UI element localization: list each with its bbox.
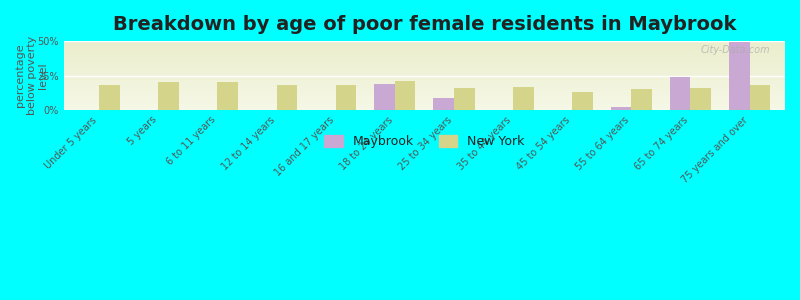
Bar bbox=[64, 83, 785, 84]
Bar bbox=[64, 82, 785, 83]
Bar bbox=[64, 99, 785, 100]
Bar bbox=[64, 85, 785, 86]
Bar bbox=[64, 72, 785, 73]
Bar bbox=[64, 59, 785, 60]
Bar bbox=[64, 43, 785, 44]
Bar bbox=[670, 77, 690, 110]
Bar bbox=[64, 57, 785, 58]
Bar bbox=[64, 51, 785, 52]
Bar bbox=[64, 70, 785, 71]
Bar bbox=[572, 92, 593, 110]
Bar bbox=[64, 96, 785, 97]
Bar bbox=[64, 52, 785, 53]
Legend: Maybrook, New York: Maybrook, New York bbox=[319, 130, 530, 153]
Bar bbox=[64, 58, 785, 59]
Bar bbox=[64, 104, 785, 105]
Bar bbox=[64, 92, 785, 93]
Bar bbox=[99, 85, 120, 110]
Title: Breakdown by age of poor female residents in Maybrook: Breakdown by age of poor female resident… bbox=[113, 15, 736, 34]
Bar bbox=[64, 91, 785, 92]
Bar bbox=[64, 47, 785, 48]
Bar bbox=[64, 95, 785, 96]
Bar bbox=[64, 77, 785, 78]
Bar bbox=[64, 61, 785, 62]
Bar bbox=[64, 74, 785, 75]
Bar bbox=[394, 81, 415, 110]
Bar bbox=[64, 63, 785, 64]
Bar bbox=[690, 88, 711, 110]
Bar bbox=[64, 102, 785, 103]
Bar bbox=[64, 75, 785, 76]
Bar bbox=[64, 86, 785, 87]
Bar bbox=[64, 66, 785, 67]
Bar bbox=[64, 109, 785, 110]
Bar bbox=[277, 85, 297, 110]
Bar bbox=[454, 88, 474, 110]
Bar bbox=[64, 56, 785, 57]
Bar bbox=[64, 41, 785, 42]
Bar bbox=[64, 45, 785, 46]
Bar bbox=[64, 87, 785, 88]
Bar bbox=[64, 82, 785, 83]
Bar bbox=[218, 82, 238, 110]
Bar bbox=[64, 62, 785, 63]
Bar bbox=[433, 98, 454, 110]
Bar bbox=[64, 68, 785, 69]
Bar bbox=[64, 69, 785, 70]
Bar bbox=[64, 93, 785, 94]
Bar bbox=[64, 53, 785, 54]
Bar bbox=[64, 80, 785, 81]
Bar bbox=[64, 71, 785, 72]
Bar bbox=[336, 85, 356, 110]
Bar bbox=[64, 79, 785, 80]
Bar bbox=[64, 50, 785, 51]
Bar bbox=[64, 67, 785, 68]
Bar bbox=[64, 101, 785, 102]
Bar bbox=[64, 107, 785, 108]
Bar bbox=[64, 54, 785, 55]
Bar bbox=[64, 48, 785, 49]
Bar bbox=[64, 76, 785, 77]
Bar bbox=[64, 90, 785, 91]
Bar bbox=[513, 86, 534, 110]
Bar bbox=[64, 89, 785, 90]
Text: City-Data.com: City-Data.com bbox=[701, 45, 770, 55]
Bar bbox=[64, 98, 785, 99]
Bar bbox=[64, 108, 785, 109]
Bar bbox=[374, 84, 394, 110]
Bar bbox=[64, 64, 785, 65]
Bar bbox=[64, 46, 785, 47]
Bar bbox=[64, 81, 785, 82]
Bar bbox=[64, 55, 785, 56]
Bar bbox=[750, 85, 770, 110]
Bar bbox=[64, 44, 785, 45]
Bar bbox=[64, 42, 785, 43]
Bar bbox=[631, 89, 652, 110]
Bar bbox=[64, 88, 785, 89]
Bar bbox=[64, 60, 785, 61]
Bar bbox=[64, 103, 785, 104]
Bar bbox=[64, 97, 785, 98]
Bar bbox=[64, 94, 785, 95]
Bar bbox=[64, 100, 785, 101]
Bar bbox=[64, 84, 785, 85]
Bar bbox=[64, 106, 785, 107]
Bar bbox=[158, 82, 179, 110]
Bar bbox=[610, 107, 631, 110]
Bar bbox=[64, 105, 785, 106]
Y-axis label: percentage
below poverty
level: percentage below poverty level bbox=[15, 36, 48, 115]
Bar bbox=[729, 43, 750, 110]
Bar bbox=[64, 65, 785, 66]
Bar bbox=[64, 78, 785, 79]
Bar bbox=[64, 49, 785, 50]
